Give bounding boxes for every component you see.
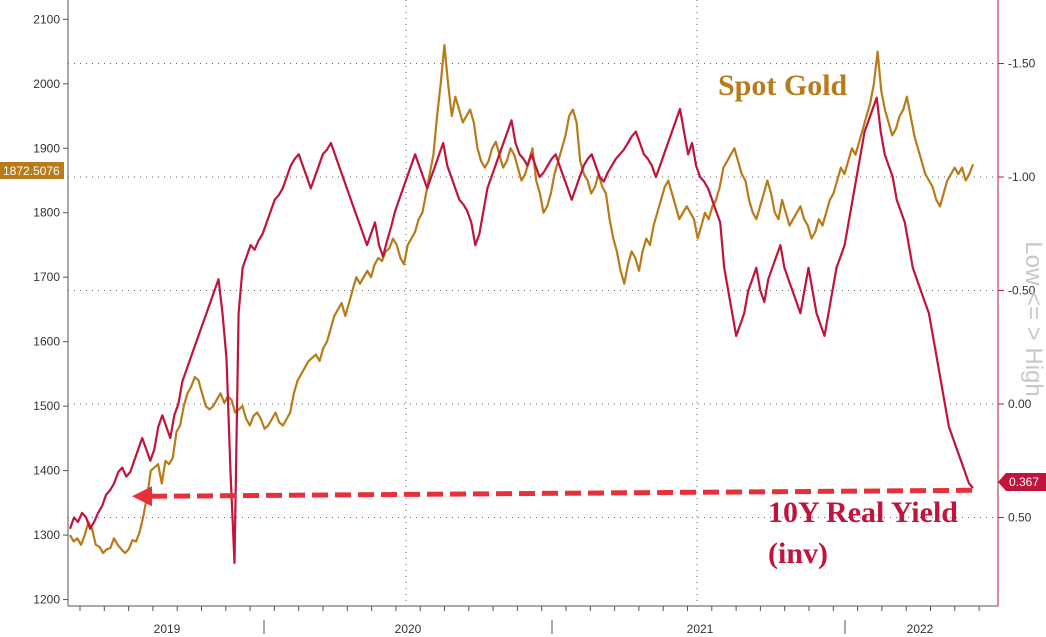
left-axis: 2100 2000 1900 1800 1700 1600 1500 1400 1300 1200 xyxy=(33,0,69,607)
series-layer xyxy=(68,43,975,565)
left-tick-label: 1600 xyxy=(33,335,60,349)
gridlines xyxy=(68,0,998,606)
left-tick-label: 1700 xyxy=(33,270,60,284)
right-tick-label: -1.00 xyxy=(1008,170,1036,184)
right-tick-label: -0.50 xyxy=(1008,284,1036,298)
left-tick-label: 1300 xyxy=(33,528,60,542)
yield-label-line1: 10Y Real Yield xyxy=(768,496,958,529)
yield-label-line2: (inv) xyxy=(768,537,828,570)
left-tick-label: 1500 xyxy=(33,399,60,413)
x-tick-label: 2022 xyxy=(907,622,934,636)
x-axis: 2019 2020 2021 2022 xyxy=(68,605,998,636)
left-tick-label: 1200 xyxy=(33,593,60,607)
arrow-head xyxy=(132,486,152,507)
right-axis-label: Low <= > High xyxy=(1020,241,1046,396)
yield-level-arrow xyxy=(132,486,973,507)
real-yield-line xyxy=(68,96,974,565)
spot-gold-line xyxy=(69,43,975,555)
x-tick-label: 2019 xyxy=(154,622,181,636)
x-tick-label: 2020 xyxy=(395,622,422,636)
left-tick-label: 1400 xyxy=(33,464,60,478)
svg-text:0.367: 0.367 xyxy=(1009,475,1039,489)
svg-text:1872.5076: 1872.5076 xyxy=(3,164,60,178)
right-tick-label: -1.50 xyxy=(1008,57,1036,71)
left-tick-label: 1800 xyxy=(33,206,60,220)
left-tick-label: 2100 xyxy=(33,12,60,26)
gold-current-value-badge: 1872.5076 xyxy=(0,162,64,179)
right-tick-label: 0.00 xyxy=(1008,397,1032,411)
spot-gold-label: Spot Gold xyxy=(718,69,848,102)
left-tick-label: 1900 xyxy=(33,141,60,155)
right-axis: -1.50 -1.00 -0.50 0.00 0.50 xyxy=(997,0,1036,606)
left-tick-label: 2000 xyxy=(33,77,60,91)
x-tick-label: 2021 xyxy=(687,622,714,636)
right-tick-label: 0.50 xyxy=(1008,510,1032,524)
yield-current-value-badge: 0.367 xyxy=(998,473,1046,491)
